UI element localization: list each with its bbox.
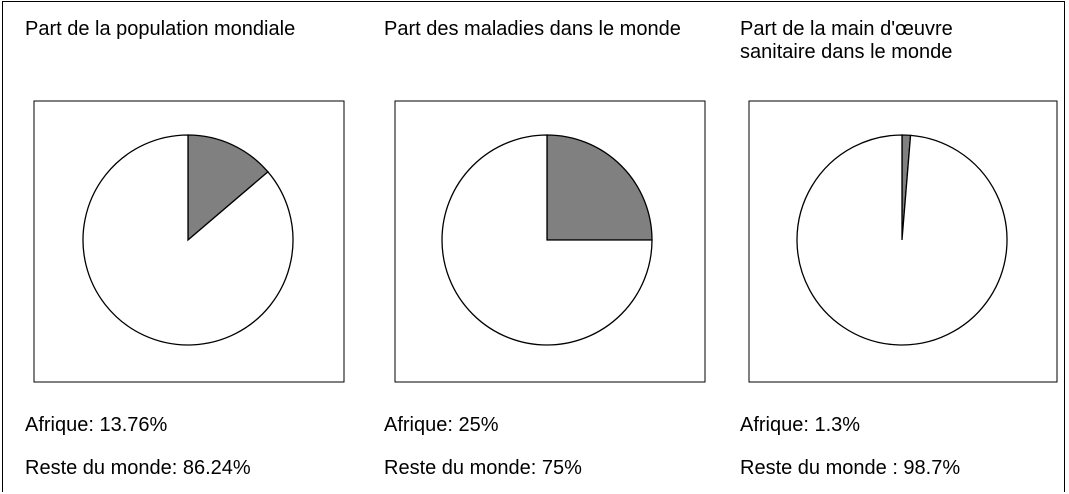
chart-title: Part de la population mondiale [25,18,296,40]
value-label: Reste du monde: 75% [384,457,582,479]
pie-slice [796,134,1008,346]
value-label: Afrique: 1.3% [740,414,861,436]
pie-slice [187,134,269,242]
value-label: Reste du monde: 86.24% [25,457,251,479]
pie-slice [82,134,294,346]
value-label: Afrique: 25% [384,414,499,436]
chart-title: Part des maladies dans le monde [384,18,681,40]
value-label: Afrique: 13.76% [25,414,168,436]
pie-slice [546,134,653,241]
value-label: Reste du monde : 98.7% [740,457,961,479]
chart-title: Part de la main d'œuvre sanitaire dans l… [740,18,953,63]
pie-slice [441,134,653,346]
